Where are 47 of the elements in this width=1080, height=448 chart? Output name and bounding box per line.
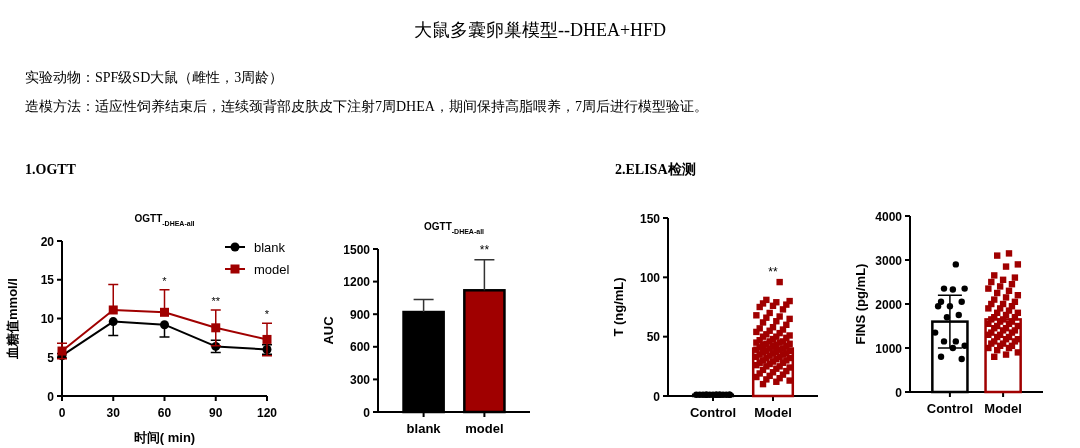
y-tick-label: 1200	[343, 275, 371, 290]
annotation: *	[162, 274, 168, 287]
x-tick-label: Model	[754, 405, 792, 420]
y-tick-label: 5	[47, 350, 55, 365]
y-tick-label: 3000	[875, 253, 903, 268]
y-tick-label: 50	[646, 330, 661, 345]
annotation: *	[264, 308, 270, 321]
y-tick-label: 0	[653, 389, 661, 404]
y-tick-label: 1000	[875, 341, 903, 356]
x-tick-label: 0	[58, 406, 66, 420]
y-tick-label: 600	[349, 340, 371, 355]
x-axis-title: 时间( min)	[133, 430, 196, 445]
text: 1.OGTT	[25, 162, 77, 177]
y-tick-label: 0	[895, 385, 903, 400]
legend-label: model	[254, 261, 290, 277]
text: 实验动物：SPF级SD大鼠（雌性，3周龄）	[25, 70, 284, 85]
x-tick-label: 90	[209, 406, 223, 420]
y-tick-label: 1500	[343, 242, 371, 257]
annotation: **	[768, 265, 778, 280]
y-tick-label: 4000	[875, 209, 903, 224]
annotation: **	[211, 294, 221, 307]
y-tick-label: 10	[40, 312, 55, 326]
annotation: **	[479, 242, 490, 257]
chart-title: OGTT$_{-DHEA-all}$	[134, 213, 195, 227]
y-axis-title: 血糖值mmol/l	[5, 278, 20, 360]
text: 大鼠多囊卵巢模型--DHEA+HFD	[413, 20, 667, 40]
y-tick-label: 900	[349, 307, 371, 322]
text: 造模方法：适应性饲养结束后，连续颈背部皮肤皮下注射7周DHEA，期间保持高脂喂养，7周后进行模型验证。	[25, 99, 708, 114]
y-tick-label: 2000	[875, 297, 903, 312]
y-axis-title: FINS (pg/mL)	[853, 263, 868, 345]
x-tick-label: Model	[984, 401, 1022, 416]
y-axis-title: AUC	[321, 315, 336, 345]
y-tick-label: 300	[349, 372, 371, 387]
x-tick-label: 30	[106, 406, 121, 420]
y-tick-label: 20	[40, 234, 55, 249]
x-tick-label: 60	[157, 406, 172, 420]
x-tick-label: 120	[256, 406, 278, 420]
y-tick-label: 150	[639, 211, 661, 226]
x-tick-label: Control	[926, 401, 974, 416]
chart-title: OGTT$_{-DHEA-all}$	[423, 221, 485, 235]
legend-label: blank	[254, 239, 286, 255]
x-tick-label: Control	[689, 405, 737, 420]
y-tick-label: 0	[47, 389, 55, 404]
y-tick-label: 100	[639, 270, 661, 285]
y-tick-label: 15	[40, 273, 55, 288]
y-axis-title: T (ng/mL)	[611, 277, 626, 337]
text: 2.ELISA检测	[615, 162, 696, 177]
